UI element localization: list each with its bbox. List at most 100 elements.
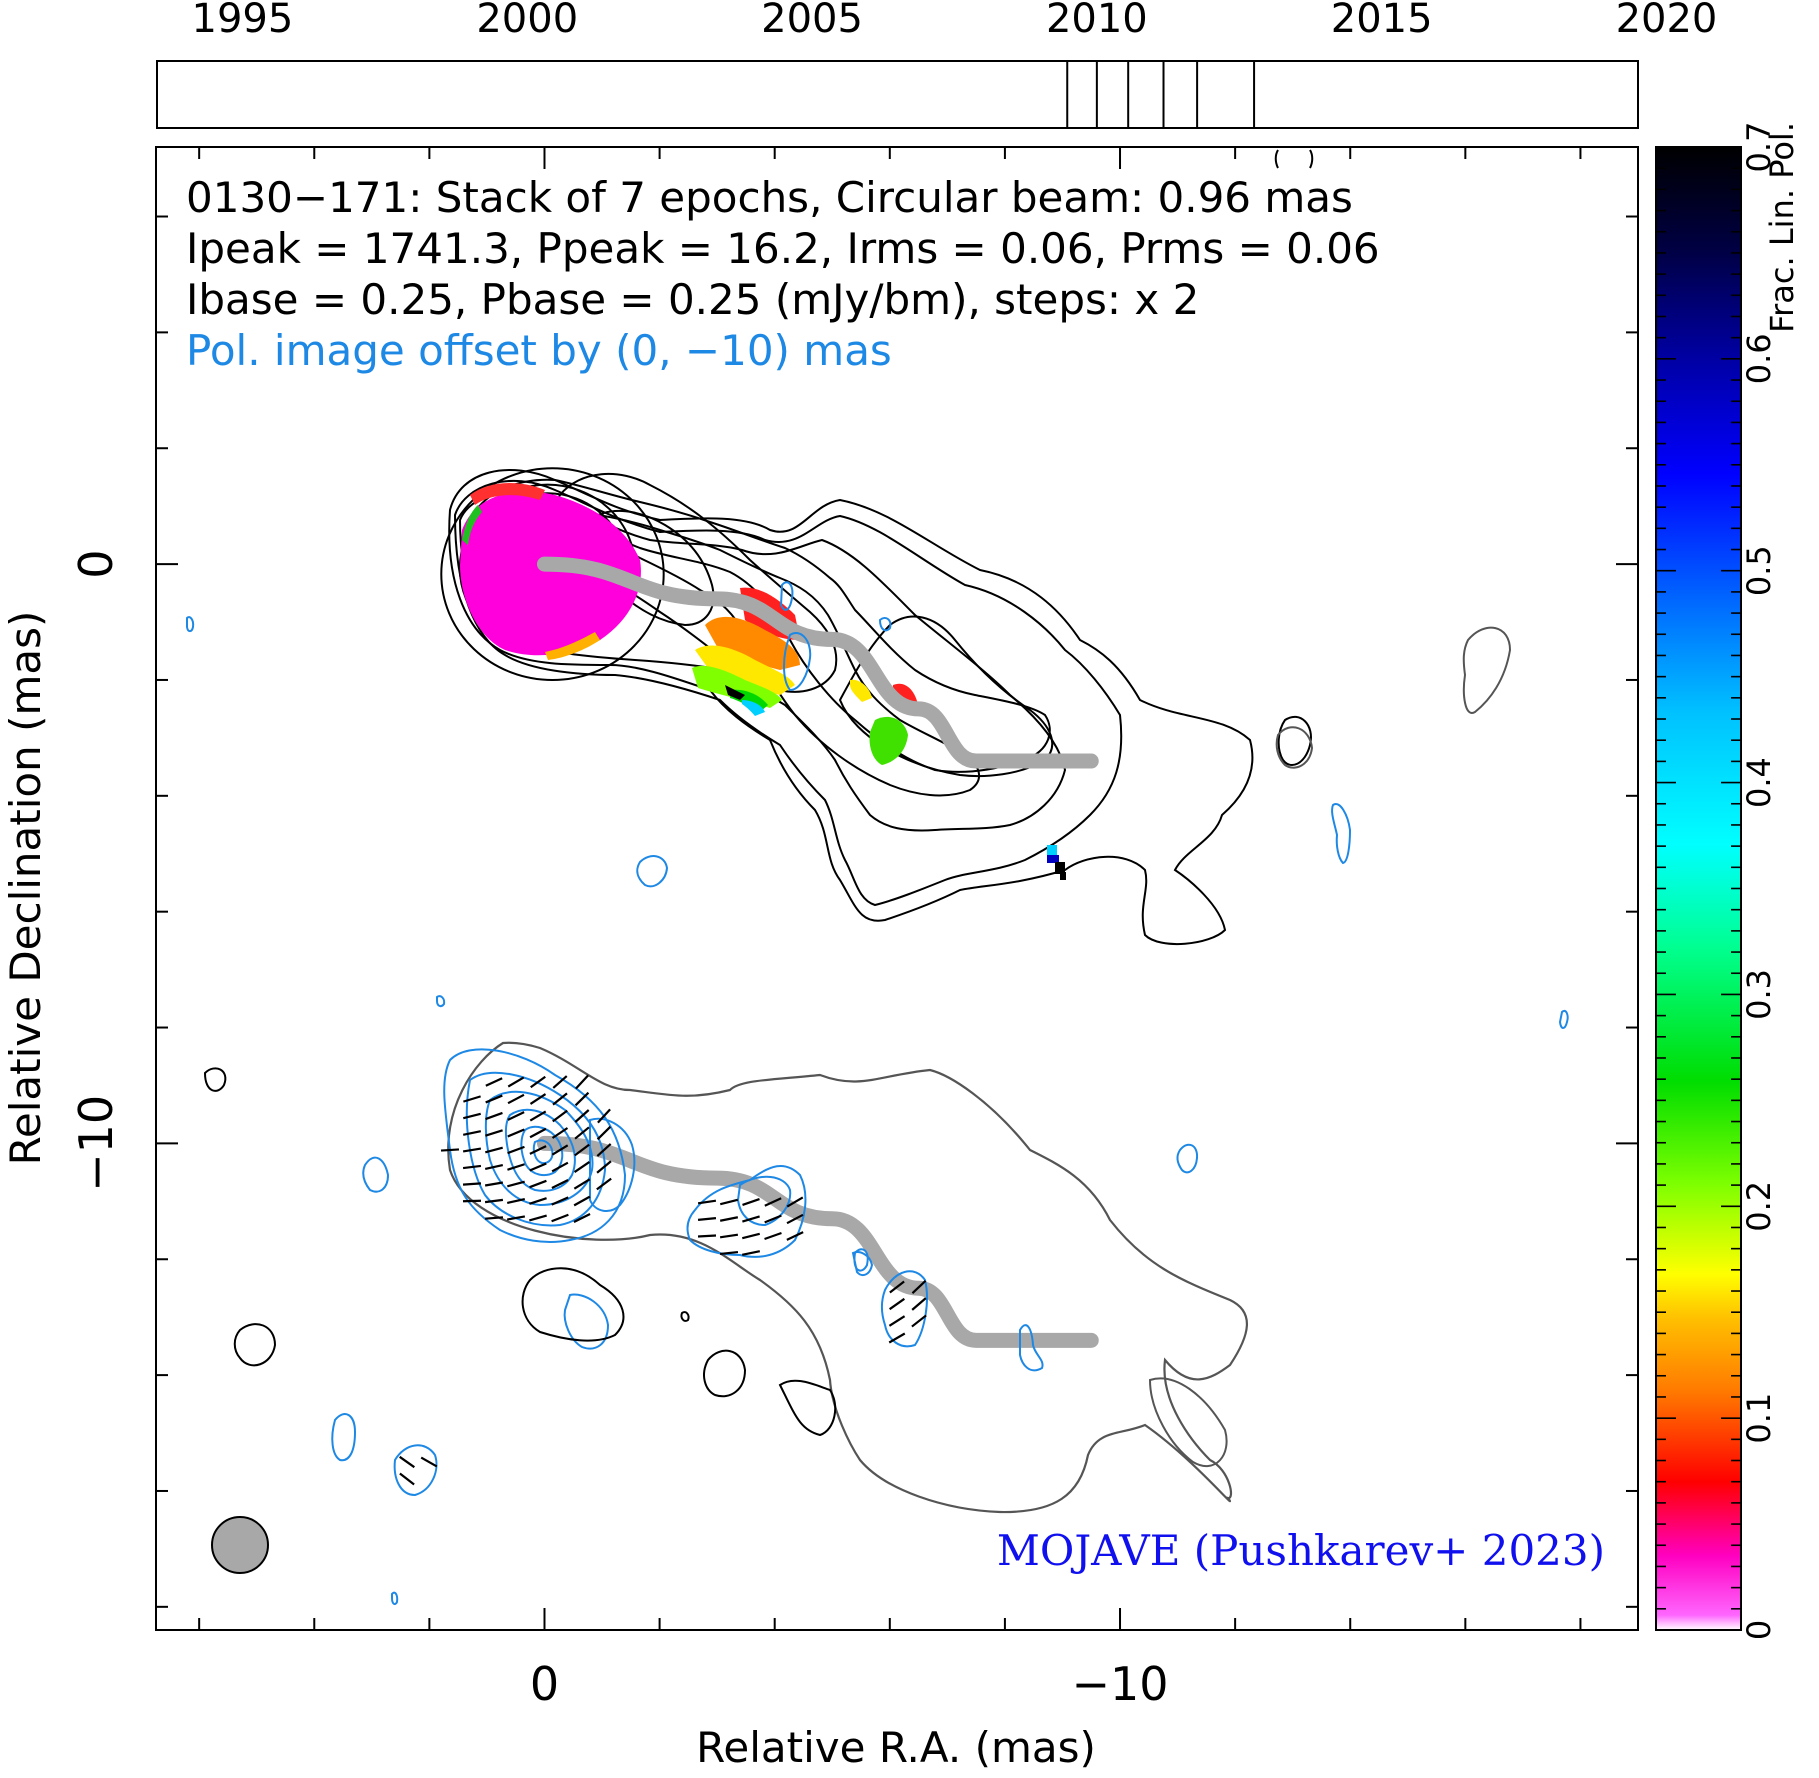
pol-contour-knot-b (881, 1270, 928, 1348)
evpa-tick-30 (551, 1144, 569, 1156)
evpa-tick-8 (529, 1093, 547, 1105)
evpa-tick-37 (551, 1161, 569, 1173)
evpa-tick-17 (597, 1108, 611, 1124)
lower-i-contour-outer (447, 1041, 1248, 1514)
evpa-tick-72 (786, 1231, 804, 1241)
evpa-tick-21 (529, 1127, 547, 1139)
cb-label-0: 0 (1740, 1620, 1778, 1640)
pol-contour-blob-2 (563, 1293, 610, 1350)
evpa-tick-31 (574, 1143, 590, 1157)
pol-contour-core-lobe (589, 1117, 636, 1212)
evpa-tick-74 (741, 1250, 761, 1256)
evpa-tick-48 (484, 1198, 504, 1204)
pol-contour-blob-4 (393, 1444, 438, 1497)
beam-ellipse (211, 1516, 269, 1574)
annotation-line-2: Ipeak = 1741.3, Ppeak = 16.2, Irms = 0.0… (186, 224, 1380, 273)
colorbar-fill (1656, 147, 1741, 1630)
pol-contour-blob-7 (1176, 1143, 1199, 1174)
cb-label-2: 0.2 (1740, 1181, 1778, 1232)
pol-contour-blob-5 (362, 1156, 390, 1193)
y-axis-title: Relative Declination (mas) (1, 611, 50, 1166)
timeline-year-1995: 1995 (192, 0, 294, 42)
evpa-tick-63 (697, 1217, 717, 1221)
evpa-tick-5 (463, 1095, 481, 1103)
evpa-tick-47 (462, 1199, 482, 1203)
stokes-i-islands (203, 1067, 837, 1437)
pol-contour-knot-a2 (736, 1175, 792, 1227)
evpa-tick-54 (506, 1215, 526, 1221)
timeline-year-2020: 2020 (1616, 0, 1718, 42)
evpa-tick-64 (719, 1216, 739, 1222)
evpa-tick-49 (506, 1197, 526, 1205)
evpa-tick-56 (551, 1213, 569, 1223)
evpa-tick-73 (719, 1250, 739, 1256)
cb-label-5: 0.5 (1740, 545, 1778, 596)
evpa-tick-20 (507, 1128, 525, 1138)
frac-pol-core-rim (462, 505, 482, 545)
evpa-tick-2 (530, 1075, 546, 1089)
evpa-tick-35 (507, 1163, 525, 1171)
evpa-tick-29 (529, 1145, 547, 1155)
colorbar-ticks: 0 0.1 0.2 0.3 0.4 0.5 0.6 0.7 (1656, 122, 1778, 1640)
annotation: 0130−171: Stack of 7 epochs, Circular be… (186, 173, 1380, 375)
y-tick-label-1: −10 (69, 1095, 123, 1192)
colorbar: 0 0.1 0.2 0.3 0.4 0.5 0.6 0.7 Frac. Lin. Pol. (1655, 122, 1801, 1640)
jet-ridge-line-offset (536, 1135, 1099, 1348)
evpa-tick-76 (911, 1280, 927, 1294)
jet-ridge-line (536, 556, 1099, 769)
i-contour-island (1277, 715, 1312, 766)
evpa-tick-11 (463, 1112, 481, 1120)
plot-area: 0130−171: Stack of 7 epochs, Circular be… (155, 146, 1639, 1631)
evpa-tick-61 (764, 1197, 782, 1207)
evpa-tick-83 (420, 1456, 438, 1468)
evpa-tick-45 (573, 1178, 591, 1190)
evpa-tick-14 (529, 1110, 547, 1122)
frac-pol-patches (460, 483, 1066, 880)
pol-contour-blob-15 (391, 1591, 399, 1606)
pol-contour-blob-17 (878, 617, 892, 632)
timeline-year-2010: 2010 (1046, 0, 1148, 42)
pol-contour-blob-14 (436, 995, 446, 1008)
cb-label-3: 0.3 (1740, 969, 1778, 1020)
evpa-tick-68 (697, 1234, 717, 1238)
i-contour-2 (453, 479, 1123, 907)
evpa-tick-32 (596, 1143, 612, 1157)
x-tick-label-0: 0 (530, 1657, 559, 1711)
evpa-tick-9 (552, 1092, 568, 1106)
frac-pol-core-edge2 (545, 632, 600, 660)
evpa-tick-6 (485, 1094, 503, 1104)
cb-label-6: 0.6 (1740, 333, 1778, 384)
pol-contour-blob-8 (851, 1251, 874, 1277)
evpa-tick-26 (462, 1147, 482, 1153)
core-contour-0 (440, 467, 665, 681)
evpa-tick-38 (573, 1161, 591, 1173)
evpa-tick-41 (484, 1181, 504, 1187)
axis-ticks (156, 147, 1638, 1630)
axis-labels: 0 −10 0 −10 (69, 549, 1169, 1711)
evpa-tick-34 (484, 1164, 504, 1170)
evpa-tick-77 (889, 1297, 905, 1311)
evpa-tick-44 (551, 1179, 569, 1189)
frac-pol-core-patch (460, 491, 641, 656)
evpa-tick-80 (911, 1314, 927, 1328)
evpa-tick-60 (742, 1198, 760, 1206)
evpa-tick-13 (507, 1111, 525, 1121)
evpa-tick-46 (596, 1177, 612, 1191)
annotation-line-1: 0130−171: Stack of 7 epochs, Circular be… (186, 173, 1353, 222)
evpa-tick-16 (574, 1109, 590, 1123)
pol-contours (186, 581, 1569, 1606)
lower-i-contour-blob-a (1148, 1377, 1228, 1468)
evpa-tick-27 (485, 1146, 503, 1154)
evpa-tick-4 (575, 1074, 589, 1090)
pol-contour-blob-11 (779, 581, 794, 611)
timeline-frame (156, 60, 1639, 129)
evpa-tick-42 (507, 1180, 525, 1188)
annotation-line-4: Pol. image offset by (0, −10) mas (186, 326, 892, 375)
evpa-tick-59 (719, 1198, 739, 1206)
credit-label: MOJAVE (Pushkarev+ 2023) (997, 1526, 1605, 1575)
evpa-tick-69 (719, 1233, 739, 1239)
y-tick-label-0: 0 (69, 549, 123, 578)
i-contour-1 (448, 469, 1254, 946)
evpa-tick-1 (507, 1076, 525, 1088)
frac-pol-knot-c (1047, 845, 1066, 880)
